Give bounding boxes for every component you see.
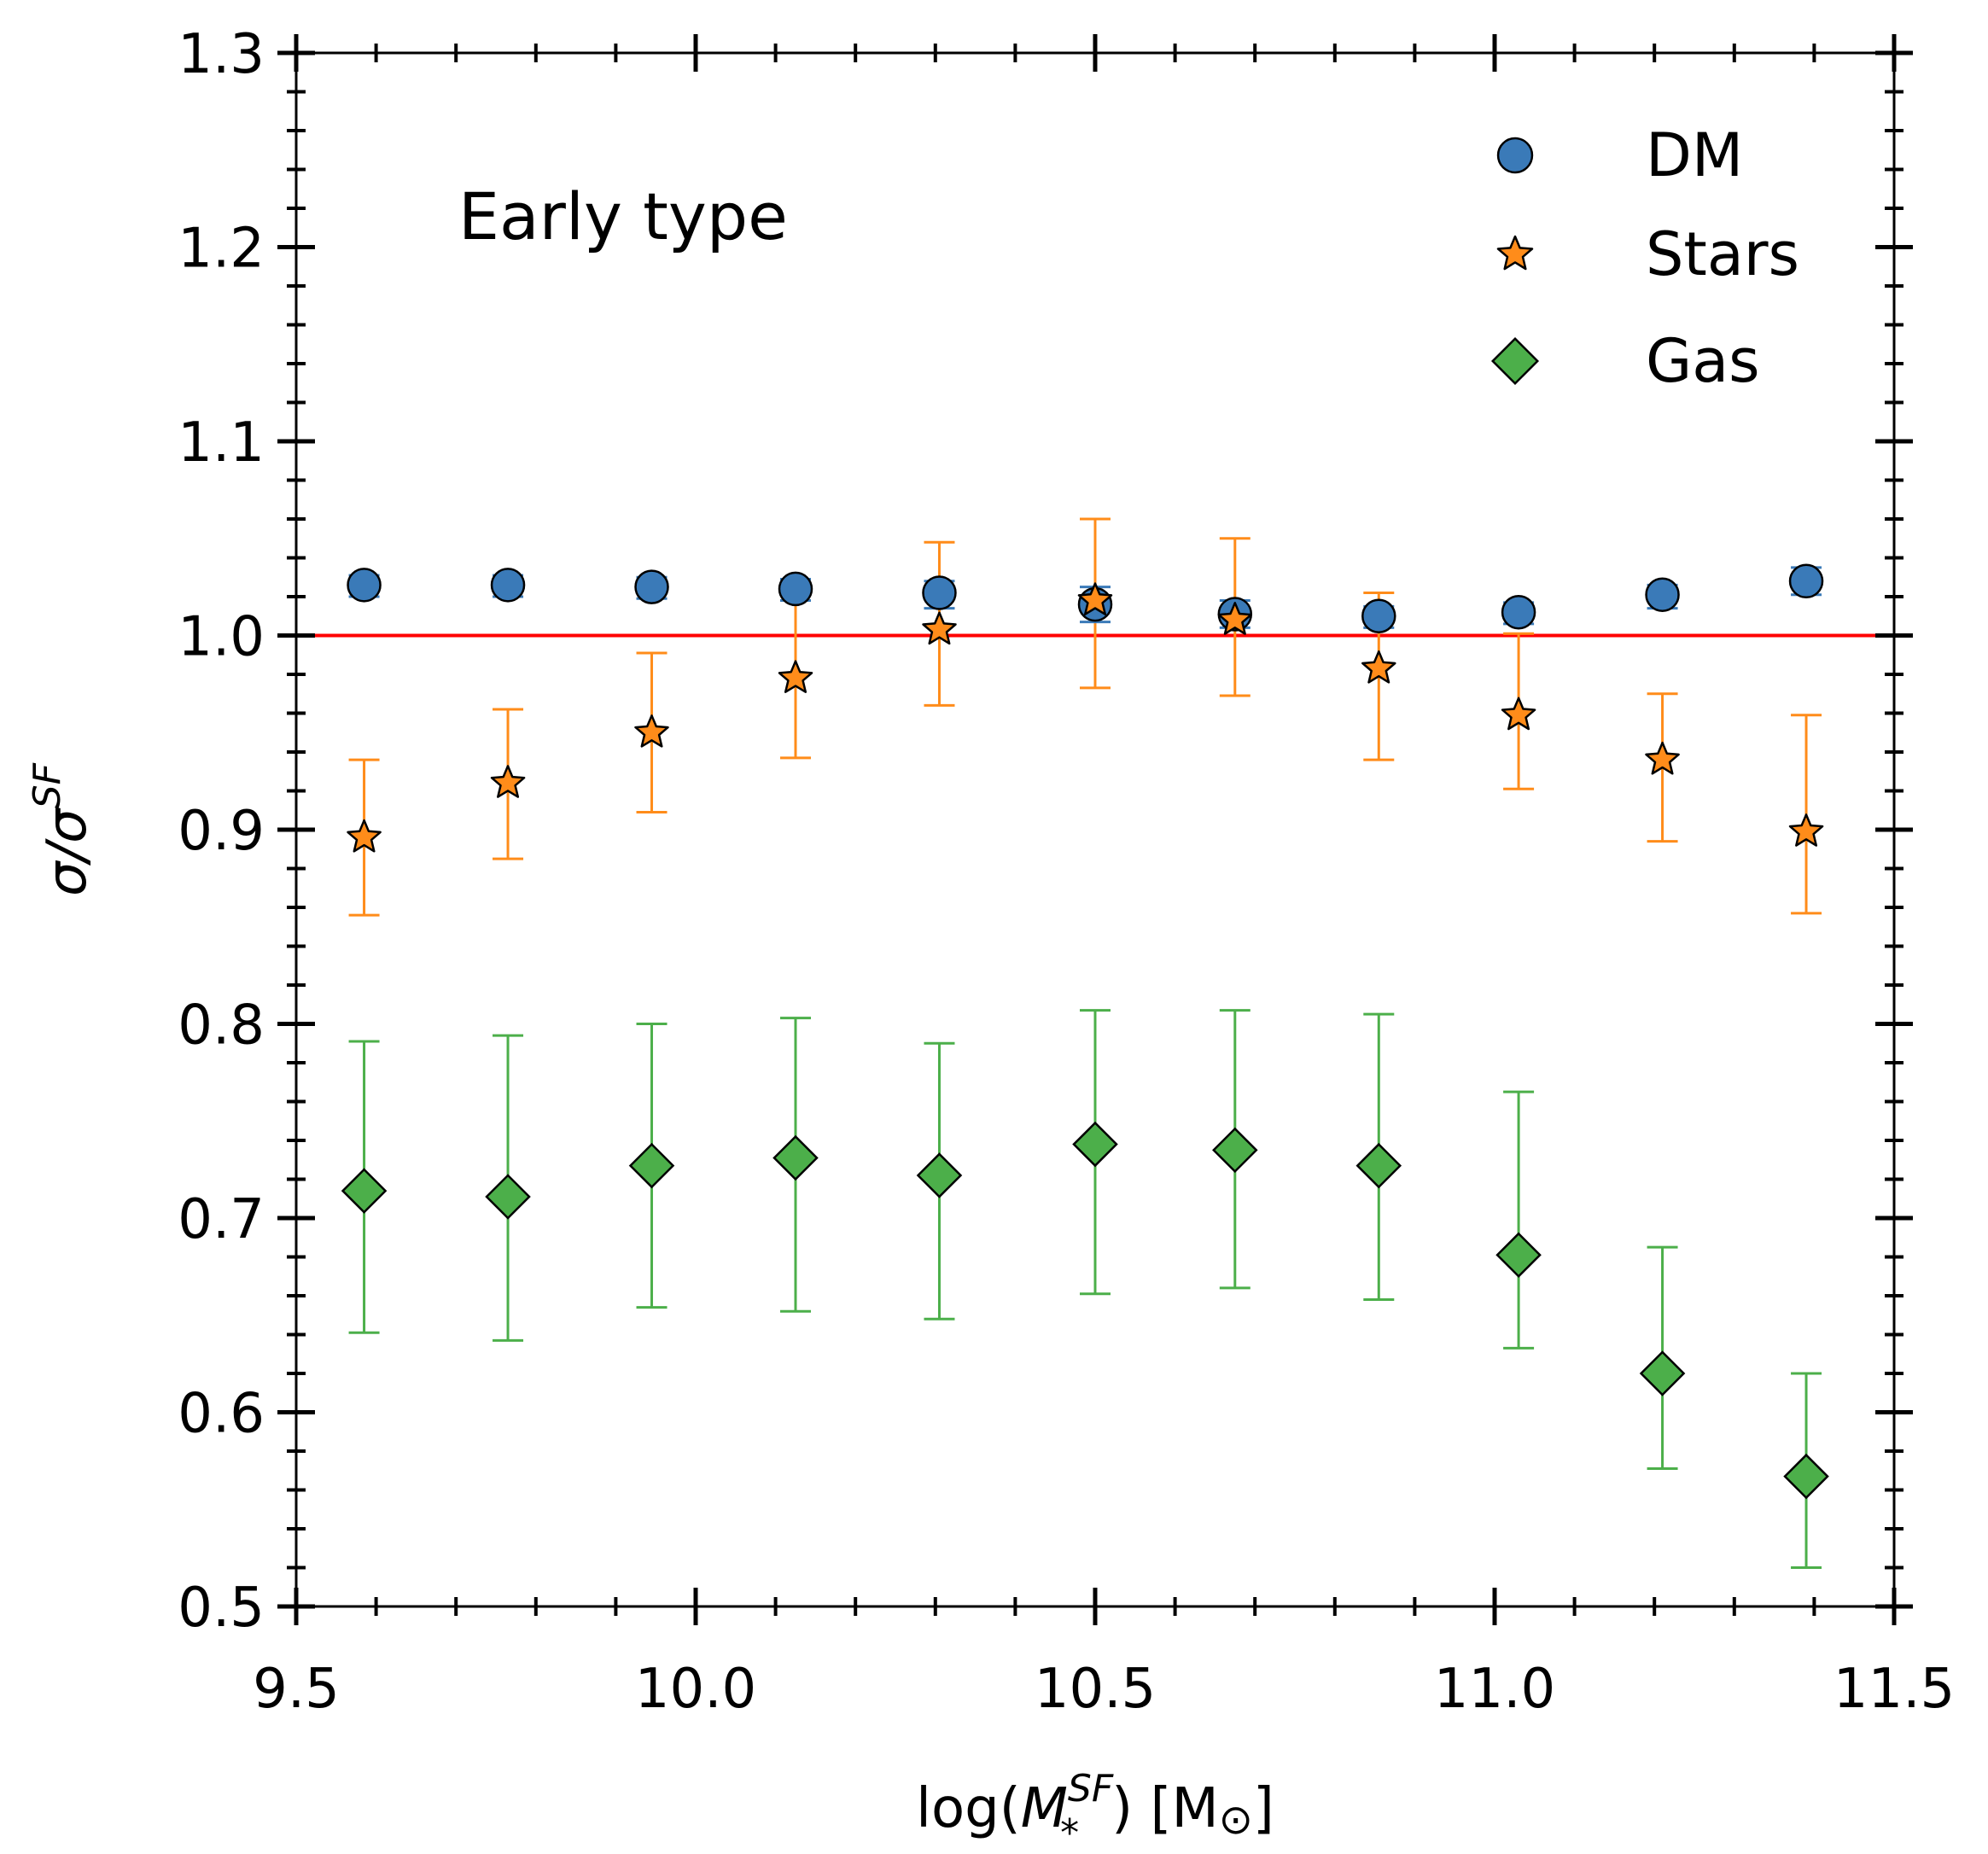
- gas-point: [1783, 1453, 1829, 1500]
- gas-point: [1495, 1232, 1542, 1278]
- gas-point: [341, 1168, 388, 1214]
- legend-label-dm: DM: [1646, 120, 1743, 190]
- stars-point: [1788, 813, 1824, 847]
- y-tick-label: 1.1: [178, 411, 265, 475]
- x-axis-label-prefix: log(: [916, 1777, 1021, 1840]
- y-tick-label: 1.0: [178, 606, 265, 669]
- stars-point: [634, 714, 669, 748]
- y-axis-label-num: σ/σ: [36, 807, 99, 896]
- y-tick-label: 0.9: [178, 800, 265, 863]
- stars-point: [490, 765, 526, 798]
- y-axis-label: σ/σSF: [26, 762, 99, 896]
- dm-point: [922, 575, 957, 610]
- stars-point: [1501, 697, 1536, 731]
- dm-point: [634, 569, 669, 604]
- x-axis-label-sup: SF: [1068, 1767, 1114, 1810]
- y-tick-label: 1.2: [178, 218, 265, 281]
- legend-label-gas: Gas: [1646, 326, 1760, 396]
- y-tick-label: 0.5: [178, 1577, 265, 1640]
- dm-point: [1501, 594, 1536, 630]
- panel-annotation: Early type: [458, 178, 788, 254]
- y-tick-label: 0.7: [178, 1188, 265, 1251]
- x-axis-label-var: M: [1021, 1777, 1068, 1840]
- legend-marker-stars: [1496, 235, 1534, 271]
- dm-point: [1788, 563, 1824, 599]
- legend-marker-dm: [1496, 137, 1534, 174]
- dm-point: [1361, 598, 1396, 633]
- gas-point: [1639, 1350, 1686, 1396]
- gas-point: [1355, 1142, 1402, 1189]
- x-tick-label: 11.0: [1434, 1658, 1556, 1721]
- gas-point: [1212, 1127, 1258, 1174]
- stars-point: [1645, 741, 1680, 775]
- y-axis-label-sup: SF: [26, 762, 69, 808]
- stars-point: [778, 660, 813, 693]
- x-axis-label: log(MSF * ) [M⊙]: [916, 1767, 1274, 1854]
- dm-point: [778, 571, 813, 607]
- x-axis-label-sub: *: [1060, 1811, 1079, 1854]
- gas-point: [1072, 1121, 1118, 1168]
- stars-point: [347, 819, 382, 853]
- stars-point: [1217, 602, 1253, 635]
- gas-point: [772, 1134, 819, 1181]
- tick-labels: 9.5 10.0 10.5 11.0 11.5 0.5 0.6 0.7 0.8 0.9 1.0 1.1…: [178, 23, 1955, 1721]
- x-axis-label-sun: ⊙: [1219, 1796, 1253, 1844]
- x-axis-label-suffix: ) [M: [1111, 1777, 1219, 1840]
- legend: DM Stars Gas: [1490, 120, 1799, 396]
- x-tick-label: 10.0: [635, 1658, 757, 1721]
- x-tick-label: 9.5: [253, 1658, 340, 1721]
- stars-point: [1361, 650, 1396, 684]
- y-tick-label: 1.3: [178, 23, 265, 86]
- x-tick-label: 10.5: [1035, 1658, 1157, 1721]
- y-tick-label: 0.8: [178, 994, 265, 1058]
- y-tick-label: 0.6: [178, 1383, 265, 1446]
- x-tick-label: 11.5: [1834, 1658, 1956, 1721]
- gas-point: [628, 1142, 675, 1189]
- dm-point: [347, 568, 382, 603]
- gas-point: [916, 1152, 963, 1198]
- stars-point: [922, 611, 957, 645]
- stars-point: [1077, 582, 1113, 615]
- gas-point: [485, 1174, 531, 1220]
- x-axis-label-close: ]: [1253, 1777, 1274, 1840]
- dm-point: [1645, 577, 1680, 612]
- legend-marker-gas: [1490, 336, 1540, 386]
- data-marks: [341, 517, 1829, 1569]
- plot-area-frame: [294, 51, 1896, 1608]
- legend-label-stars: Stars: [1646, 219, 1799, 289]
- dm-point: [490, 568, 526, 603]
